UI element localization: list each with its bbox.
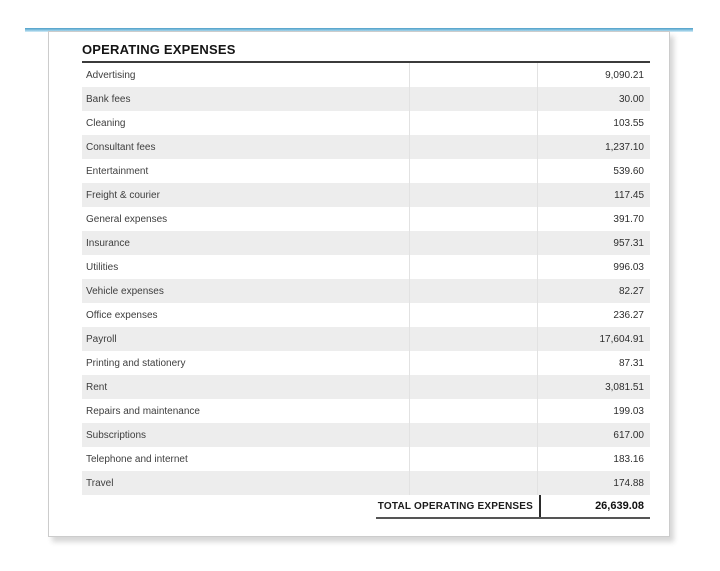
- expense-amount: 3,081.51: [537, 375, 650, 399]
- expense-mid-cell: [409, 399, 537, 423]
- expense-label: Freight & courier: [86, 189, 160, 201]
- expense-mid-cell: [409, 351, 537, 375]
- expense-mid-cell: [409, 471, 537, 495]
- table-row: Utilities 996.03: [82, 255, 650, 279]
- expense-mid-cell: [409, 63, 537, 87]
- report-body: OPERATING EXPENSES Advertising 9,090.21 …: [82, 42, 650, 519]
- expense-amount: 30.00: [537, 87, 650, 111]
- expense-mid-cell: [409, 87, 537, 111]
- expense-mid-cell: [409, 255, 537, 279]
- table-row: General expenses 391.70: [82, 207, 650, 231]
- table-row: Payroll 17,604.91: [82, 327, 650, 351]
- expense-amount: 183.16: [537, 447, 650, 471]
- expense-label: Travel: [86, 477, 114, 489]
- table-row: Cleaning 103.55: [82, 111, 650, 135]
- expense-label: Bank fees: [86, 93, 131, 105]
- expense-label: Office expenses: [86, 309, 158, 321]
- expense-label: Utilities: [86, 261, 119, 273]
- expense-label: Subscriptions: [86, 429, 147, 441]
- table-row: Freight & courier 117.45: [82, 183, 650, 207]
- table-row: Vehicle expenses 82.27: [82, 279, 650, 303]
- expense-label: Consultant fees: [86, 141, 156, 153]
- expense-label: General expenses: [86, 213, 168, 225]
- expense-mid-cell: [409, 423, 537, 447]
- table-row: Bank fees 30.00: [82, 87, 650, 111]
- expense-amount: 174.88: [537, 471, 650, 495]
- table-row: Office expenses 236.27: [82, 303, 650, 327]
- expense-mid-cell: [409, 375, 537, 399]
- expense-table: Advertising 9,090.21 Bank fees 30.00 Cle…: [82, 63, 650, 495]
- expense-label: Payroll: [86, 333, 117, 345]
- expense-mid-cell: [409, 159, 537, 183]
- expense-amount: 391.70: [537, 207, 650, 231]
- table-row: Subscriptions 617.00: [82, 423, 650, 447]
- expense-label: Repairs and maintenance: [86, 405, 200, 417]
- expense-mid-cell: [409, 111, 537, 135]
- expense-amount: 617.00: [537, 423, 650, 447]
- table-row: Advertising 9,090.21: [82, 63, 650, 87]
- expense-amount: 957.31: [537, 231, 650, 255]
- expense-amount: 539.60: [537, 159, 650, 183]
- expense-label: Vehicle expenses: [86, 285, 164, 297]
- expense-mid-cell: [409, 303, 537, 327]
- expense-label: Rent: [86, 381, 108, 393]
- total-amount: 26,639.08: [539, 495, 650, 517]
- expense-amount: 87.31: [537, 351, 650, 375]
- expense-amount: 117.45: [537, 183, 650, 207]
- expense-mid-cell: [409, 447, 537, 471]
- table-row: Insurance 957.31: [82, 231, 650, 255]
- accent-line: [25, 28, 693, 32]
- expense-amount: 996.03: [537, 255, 650, 279]
- expense-mid-cell: [409, 231, 537, 255]
- expense-amount: 236.27: [537, 303, 650, 327]
- table-row: Telephone and internet 183.16: [82, 447, 650, 471]
- table-row: Rent 3,081.51: [82, 375, 650, 399]
- table-row: Repairs and maintenance 199.03: [82, 399, 650, 423]
- expense-label: Advertising: [86, 69, 136, 81]
- expense-amount: 1,237.10: [537, 135, 650, 159]
- table-row: Travel 174.88: [82, 471, 650, 495]
- expense-mid-cell: [409, 207, 537, 231]
- expense-label: Telephone and internet: [86, 453, 188, 465]
- report-card: OPERATING EXPENSES Advertising 9,090.21 …: [48, 31, 670, 537]
- report-section-title: OPERATING EXPENSES: [82, 42, 650, 63]
- expense-label: Cleaning: [86, 117, 126, 129]
- expense-amount: 199.03: [537, 399, 650, 423]
- expense-label: Insurance: [86, 237, 130, 249]
- table-row: Printing and stationery 87.31: [82, 351, 650, 375]
- total-row: TOTAL OPERATING EXPENSES 26,639.08: [376, 495, 650, 519]
- total-label: TOTAL OPERATING EXPENSES: [377, 500, 533, 512]
- expense-mid-cell: [409, 183, 537, 207]
- expense-amount: 17,604.91: [537, 327, 650, 351]
- expense-amount: 103.55: [537, 111, 650, 135]
- expense-mid-cell: [409, 327, 537, 351]
- expense-label: Printing and stationery: [86, 357, 186, 369]
- table-row: Entertainment 539.60: [82, 159, 650, 183]
- expense-amount: 82.27: [537, 279, 650, 303]
- expense-mid-cell: [409, 135, 537, 159]
- expense-label: Entertainment: [86, 165, 149, 177]
- expense-mid-cell: [409, 279, 537, 303]
- expense-amount: 9,090.21: [537, 63, 650, 87]
- table-row: Consultant fees 1,237.10: [82, 135, 650, 159]
